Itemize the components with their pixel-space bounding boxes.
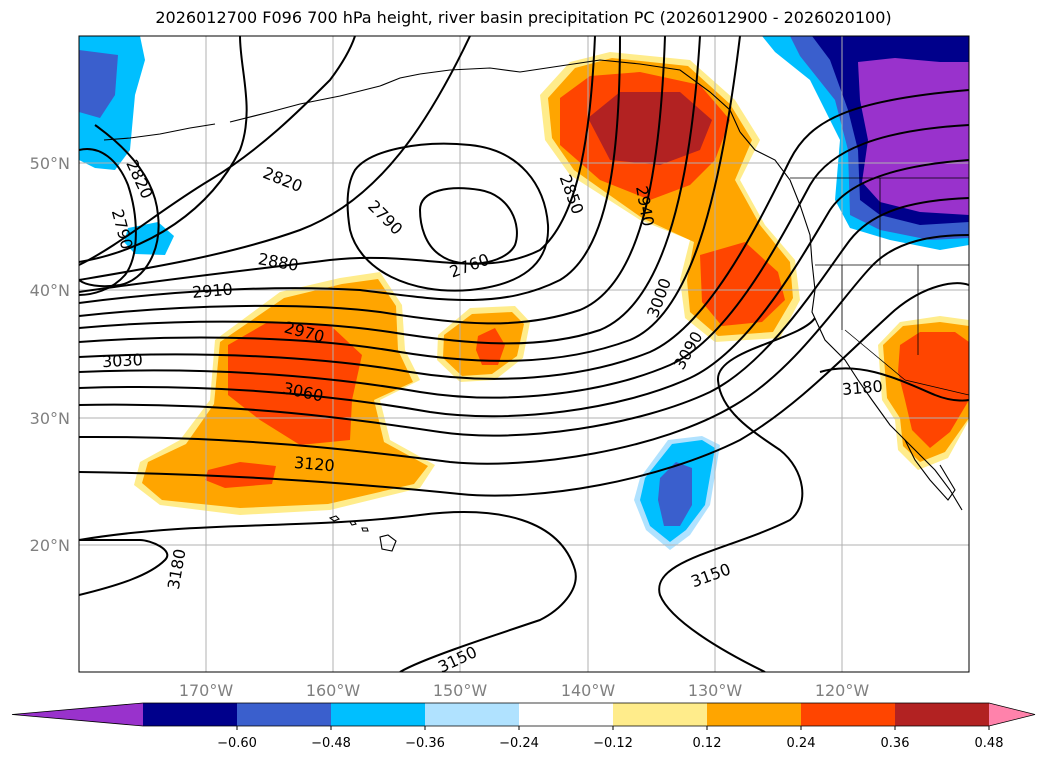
colorbar-segment: [613, 703, 708, 726]
coastlines: [103, 59, 969, 552]
lon-label: 120°W: [815, 681, 870, 700]
colorbar-tick-label: −0.60: [217, 736, 257, 751]
colorbar-segment: [143, 703, 238, 726]
lat-label: 30°N: [30, 409, 70, 428]
contour-label: 3030: [102, 350, 144, 371]
colorbar-segment: [237, 703, 332, 726]
map-title: 2026012700 F096 700 hPa height, river ba…: [155, 8, 892, 27]
contour-label: 2790: [108, 207, 137, 251]
colorbar-tick-label: 0.36: [881, 736, 910, 751]
height-contours: [79, 36, 969, 672]
lon-label: 170°W: [179, 681, 234, 700]
colorbar-tick-label: −0.36: [405, 736, 445, 751]
colorbar-outline: [11, 702, 1036, 727]
colorbar-extend-max: [989, 703, 1035, 726]
lat-label: 20°N: [30, 536, 70, 555]
lon-label: 150°W: [433, 681, 488, 700]
contour-label: 3150: [688, 559, 733, 591]
contour-label: 2760: [447, 250, 492, 282]
colorbar-segment: [331, 703, 426, 726]
colorbar-segment: [707, 703, 802, 726]
colorbar-segment: [425, 703, 520, 726]
colorbar-segment: [801, 703, 896, 726]
contour-label: 2820: [260, 163, 305, 196]
lon-label: 160°W: [306, 681, 361, 700]
lat-label: 40°N: [30, 281, 70, 300]
contour-label: 3120: [293, 453, 335, 475]
longitude-labels: 170°W 160°W 150°W 140°W 130°W 120°W: [179, 681, 870, 700]
colorbar-tick-label: −0.12: [593, 736, 633, 751]
colorbar-tick-label: −0.48: [311, 736, 351, 751]
map-frame: [78, 35, 970, 673]
colorbar-tick-label: 0.24: [787, 736, 816, 751]
colorbar: −0.60 −0.48 −0.36 −0.24 −0.12 0.12 0.24 0.36 0.4…: [11, 702, 1036, 751]
colorbar-tick-label: −0.24: [499, 736, 539, 751]
contour-label: 3180: [841, 376, 883, 398]
lon-label: 130°W: [688, 681, 743, 700]
colorbar-segment: [895, 703, 990, 726]
colorbar-segment: [519, 703, 614, 726]
contour-label: 2790: [364, 196, 406, 238]
lat-label: 50°N: [30, 154, 70, 173]
contour-label: 2880: [257, 249, 300, 275]
lon-label: 140°W: [561, 681, 616, 700]
latitude-labels: 50°N 40°N 30°N 20°N: [30, 154, 70, 555]
colorbar-extend-min: [12, 703, 143, 726]
colorbar-tick-label: 0.48: [975, 736, 1004, 751]
colorbar-tick-label: 0.12: [693, 736, 722, 751]
contour-label: 2910: [191, 279, 233, 301]
